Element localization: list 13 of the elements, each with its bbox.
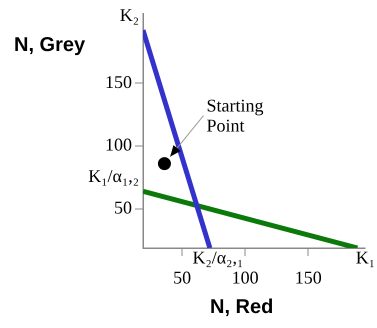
annotation: Starting Point xyxy=(206,95,264,136)
x-tick-label: 50 xyxy=(173,268,192,288)
y-tick-label: 150 xyxy=(105,72,132,92)
y-tick-label: 50 xyxy=(114,198,132,218)
annotation: K₂/α₂,₁ xyxy=(192,248,244,268)
annotation: K₁ xyxy=(356,248,376,268)
y-axis-title: N, Grey xyxy=(14,34,86,57)
x-tick-label: 150 xyxy=(294,268,322,288)
y-tick-label: 100 xyxy=(105,134,132,155)
annotation: K₂ xyxy=(120,4,139,25)
x-axis-title: N, Red xyxy=(210,296,274,319)
annotation: K₁/α₁,₂ xyxy=(88,166,139,186)
x-tick-label: 100 xyxy=(232,268,259,288)
